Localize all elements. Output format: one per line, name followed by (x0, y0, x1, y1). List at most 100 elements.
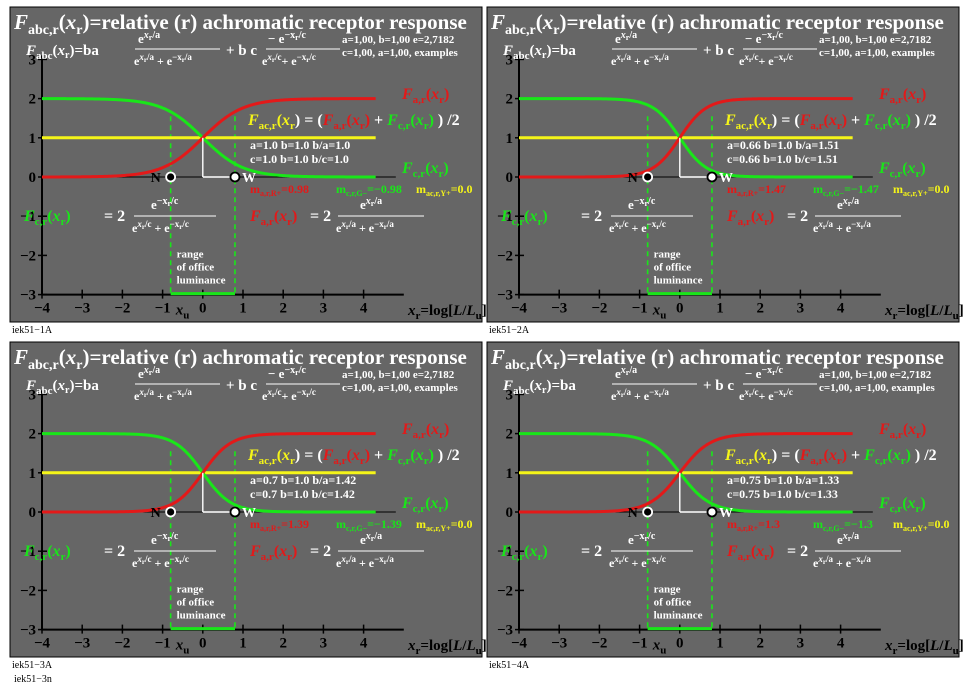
y-tick-label: 1 (506, 466, 514, 482)
x-tick-label: 4 (360, 636, 368, 652)
header-numerator-a: exr/a (615, 30, 637, 46)
green-formula-denominator: exr/c + e−xr/c (132, 219, 189, 235)
range-label: of office (177, 596, 215, 608)
y-tick-label: −3 (497, 288, 513, 304)
point-n-label: N (628, 506, 638, 521)
y-tick-label: −3 (20, 288, 36, 304)
y-tick-label: −2 (20, 248, 36, 264)
point-n (642, 506, 654, 518)
green-curve (519, 432, 853, 514)
x-tick-label: 2 (279, 301, 287, 317)
green-formula-eq: = 2 (581, 543, 602, 560)
range-label: of office (177, 261, 215, 273)
point-w (706, 171, 718, 183)
slope-green: mc,r,G−=−0.98 (336, 182, 402, 198)
header-plus-bc: + b c (703, 378, 734, 394)
green-formula-lhs: Fc,r(xr) (23, 208, 71, 228)
green-formula-eq: = 2 (581, 208, 602, 225)
y-tick-label: 3 (506, 387, 514, 403)
x-axis-label: xr=log[L/Lu] (884, 303, 964, 322)
red-curve-label: Fa,r(xr) (401, 421, 449, 441)
red-formula-denominator: exr/a + e−xr/a (813, 554, 871, 570)
y-tick-label: 3 (29, 387, 37, 403)
x-tick-label: 1 (716, 636, 724, 652)
header-plus-bc: + b c (226, 378, 257, 394)
x-tick-label: 1 (239, 301, 247, 317)
y-tick-label: 0 (29, 505, 37, 521)
point-w-label: W (242, 171, 256, 186)
y-tick-label: −2 (497, 583, 513, 599)
average-formula: Fac,r(xr) = (Fa,r(xr) + Fc,r(xr) ) /2 (247, 447, 460, 467)
point-w-label: W (719, 506, 733, 521)
x-tick-label: −4 (34, 301, 51, 317)
y-tick-label: 3 (506, 52, 514, 68)
header-params-1: a=1,00, b=1,00 e=2,7182 (819, 34, 932, 46)
red-formula-denominator: exr/a + e−xr/a (813, 219, 871, 235)
slope-red: ma,r,R+=1.3 (727, 517, 780, 533)
header-plus-bc: + b c (226, 43, 257, 59)
x-tick-label: 2 (756, 636, 764, 652)
header-denominator-c: exr/c+ e−xr/c (262, 52, 316, 68)
red-curve (519, 97, 853, 179)
header-numerator-a: exr/a (615, 365, 637, 381)
range-label: luminance (654, 274, 703, 286)
header-numerator-a: exr/a (138, 30, 160, 46)
green-formula-denominator: exr/c + e−xr/c (609, 554, 666, 570)
red-curve-label: Fa,r(xr) (401, 86, 449, 106)
y-tick-label: 2 (506, 427, 514, 443)
header-denominator-a: exr/a + e−xr/a (611, 52, 669, 68)
y-tick-label: 1 (29, 466, 37, 482)
point-w (706, 506, 718, 518)
range-label: range (177, 583, 204, 595)
y-tick-label: −2 (497, 248, 513, 264)
y-tick-label: 0 (506, 505, 514, 521)
slope-green: mc,r,G−=−1.47 (813, 182, 879, 198)
header-numerator-c: − e−xr/c (745, 365, 783, 381)
header-formula-lhs: Fabc(xr)=ba (502, 378, 576, 397)
x-tick-label: −1 (632, 301, 648, 317)
y-tick-label: −1 (20, 209, 36, 225)
range-label: luminance (177, 609, 226, 621)
green-formula-numerator: e−xr/c (151, 196, 179, 212)
header-params-1: a=1,00, b=1,00 e=2,7182 (342, 369, 455, 381)
param-line-a: a=0.66 b=1.0 b/a=1.51 (727, 138, 839, 152)
panel-code: iek51−1A (12, 325, 53, 336)
range-label: range (654, 583, 681, 595)
point-n-label: N (151, 171, 161, 186)
y-tick-label: 1 (29, 131, 37, 147)
header-denominator-a: exr/a + e−xr/a (611, 387, 669, 403)
point-n (642, 171, 654, 183)
panel-background (9, 6, 483, 323)
red-formula-eq: = 2 (787, 208, 808, 225)
header-formula-lhs: Fabc(xr)=ba (25, 43, 99, 62)
header-params-1: a=1,00, b=1,00 e=2,7182 (342, 34, 455, 46)
red-curve-label: Fa,r(xr) (878, 86, 926, 106)
average-formula: Fac,r(xr) = (Fa,r(xr) + Fc,r(xr) ) /2 (724, 447, 937, 467)
green-formula-eq: = 2 (104, 543, 125, 560)
panel-code: iek51−2A (489, 325, 530, 336)
x-tick-label: 4 (837, 636, 845, 652)
x-tick-label: 2 (756, 301, 764, 317)
slope-red: ma,r,R+=1.47 (727, 182, 786, 198)
range-label: range (654, 248, 681, 260)
red-formula-denominator: exr/a + e−xr/a (336, 219, 394, 235)
x-tick-label: −3 (551, 636, 567, 652)
green-formula-lhs: Fc,r(xr) (23, 543, 71, 563)
x-tick-label: 0 (676, 636, 684, 652)
x-tick-label: 4 (360, 301, 368, 317)
red-formula-denominator: exr/a + e−xr/a (336, 554, 394, 570)
point-w-label: W (242, 506, 256, 521)
green-formula-eq: = 2 (104, 208, 125, 225)
x-tick-label: −1 (632, 636, 648, 652)
point-n (165, 171, 177, 183)
param-line-a: a=0.75 b=1.0 b/a=1.33 (727, 473, 839, 487)
header-denominator-c: exr/c+ e−xr/c (739, 387, 793, 403)
point-w-label: W (719, 171, 733, 186)
x-tick-label: 0 (199, 301, 207, 317)
red-curve (42, 97, 376, 179)
y-tick-label: 2 (29, 92, 37, 108)
y-tick-label: 2 (29, 427, 37, 443)
green-curve (42, 432, 376, 514)
green-curve-label: Fc,r(xr) (401, 160, 449, 180)
